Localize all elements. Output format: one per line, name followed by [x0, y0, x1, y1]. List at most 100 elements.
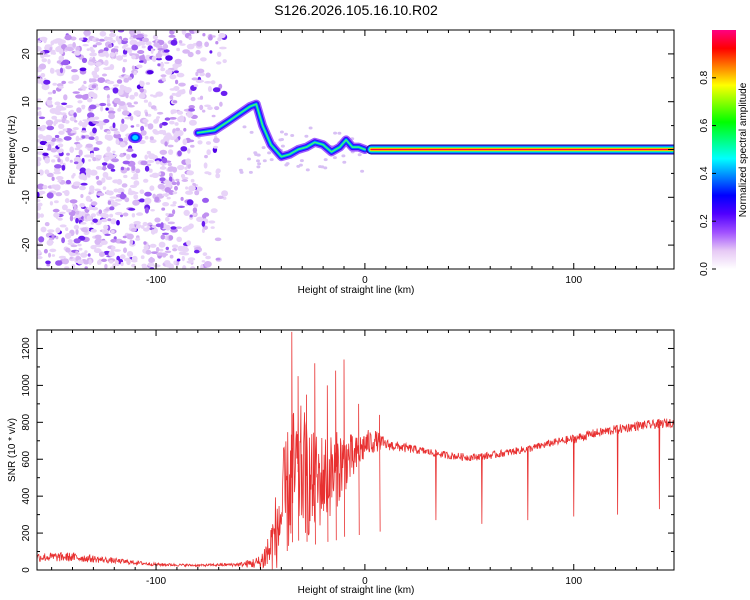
noise-speck [102, 61, 109, 66]
noise-speck [107, 107, 114, 112]
noise-speck [38, 116, 46, 120]
noise-speck [106, 98, 110, 105]
noise-speck [142, 34, 148, 37]
noise-speck [118, 104, 127, 110]
noise-speck [76, 107, 82, 113]
noise-speck [178, 40, 183, 44]
noise-speck [52, 208, 60, 213]
noise-speck [145, 82, 151, 85]
x-tick-label: 100 [565, 275, 582, 286]
noise-speck [62, 258, 69, 265]
noise-speck [153, 42, 160, 48]
noise-speck [357, 153, 362, 157]
noise-speck [290, 134, 295, 137]
noise-speck [161, 165, 165, 170]
noise-speck [126, 102, 132, 106]
noise-speck [55, 260, 63, 266]
noise-speck [37, 139, 42, 143]
noise-speck [220, 90, 228, 96]
noise-speck [176, 110, 184, 115]
noise-speck [37, 98, 42, 102]
noise-speck [122, 59, 128, 63]
noise-speck [133, 70, 137, 76]
noise-speck [71, 264, 76, 268]
noise-speck [55, 176, 64, 181]
noise-speck [187, 257, 196, 261]
noise-speck [190, 144, 195, 148]
noise-speck [100, 218, 108, 223]
noise-speck [94, 238, 101, 245]
noise-speck [187, 148, 191, 154]
noise-speck [147, 262, 155, 267]
noise-speck [179, 43, 186, 46]
noise-speck [72, 91, 80, 94]
noise-speck [107, 43, 113, 49]
noise-speck [202, 33, 206, 37]
noise-speck [50, 147, 58, 153]
noise-speck [54, 200, 59, 204]
spectrogram-x-ticks: -100 0 100 [51, 30, 658, 286]
noise-speck [200, 57, 207, 62]
noise-speck [160, 74, 167, 78]
noise-speck [114, 198, 123, 202]
noise-speck [157, 183, 165, 190]
noise-speck [143, 59, 147, 64]
noise-speck [88, 258, 92, 265]
noise-speck [186, 170, 194, 176]
noise-speck [131, 255, 138, 262]
noise-speck [96, 192, 105, 197]
noise-speck [84, 228, 88, 233]
noise-speck [210, 208, 218, 214]
noise-speck [54, 38, 63, 43]
noise-speck [188, 105, 195, 109]
noise-speck [123, 43, 129, 48]
noise-speck [133, 92, 139, 97]
noise-speck [159, 149, 168, 155]
noise-speck [139, 55, 145, 60]
colorbar-tick-label: 0.8 [699, 70, 710, 84]
noise-speck [54, 164, 62, 169]
noise-speck [161, 157, 168, 164]
noise-speck [91, 84, 97, 89]
noise-speck [42, 135, 46, 142]
noise-speck [190, 96, 196, 102]
noise-speck [102, 50, 109, 57]
noise-speck [129, 223, 135, 229]
noise-speck [115, 35, 120, 42]
y-tick-label: 600 [21, 450, 32, 467]
noise-speck [124, 87, 132, 93]
noise-speck [72, 42, 76, 48]
noise-speck [101, 177, 106, 183]
noise-speck [210, 80, 216, 85]
noise-speck [127, 76, 133, 81]
noise-speck [86, 39, 90, 43]
noise-speck [193, 84, 199, 87]
noise-speck [214, 237, 222, 242]
noise-speck [169, 74, 177, 80]
noise-speck [117, 89, 124, 96]
noise-speck [57, 143, 64, 148]
noise-speck [61, 102, 68, 106]
noise-speck [46, 125, 55, 131]
noise-speck [104, 233, 111, 236]
noise-speck [161, 121, 168, 126]
noise-speck [139, 92, 145, 99]
x-tick-label: -100 [146, 576, 166, 587]
noise-speck [87, 91, 96, 98]
noise-speck [38, 236, 45, 243]
noise-speck [37, 183, 45, 190]
noise-speck [42, 152, 49, 156]
noise-speck [65, 104, 74, 109]
noise-speck [162, 44, 169, 49]
noise-speck [170, 39, 178, 46]
noise-speck [93, 248, 102, 254]
noise-speck [73, 112, 77, 118]
spectrogram-x-label: Height of straight line (km) [298, 285, 415, 296]
noise-speck [73, 238, 81, 244]
noise-speck [207, 106, 213, 110]
noise-speck [55, 46, 62, 53]
noise-speck [90, 229, 97, 233]
noise-speck [77, 259, 84, 265]
noise-speck [144, 165, 150, 172]
noise-speck [129, 239, 134, 245]
